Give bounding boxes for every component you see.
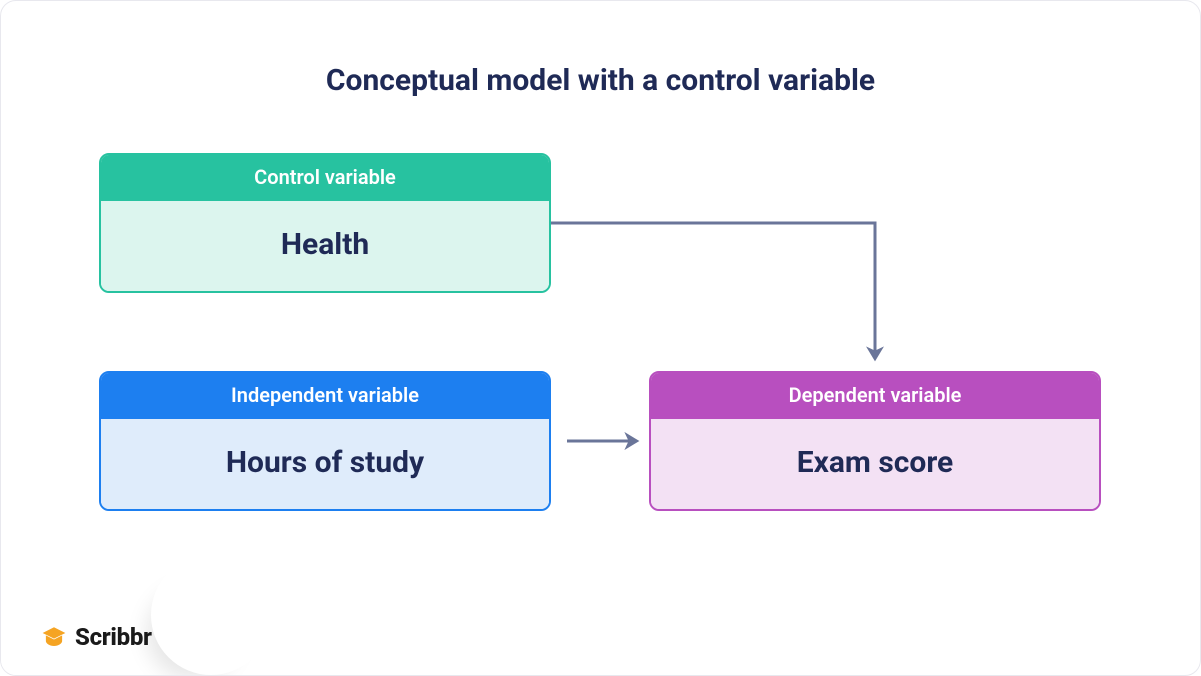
brand-corner: Scribbr: [1, 585, 231, 675]
box-dependent-header: Dependent variable: [651, 373, 1099, 419]
diagram-title: Conceptual model with a control variable: [1, 63, 1200, 98]
box-dependent-body: Exam score: [651, 419, 1099, 510]
box-independent-body: Hours of study: [101, 419, 549, 510]
box-independent-variable: Independent variable Hours of study: [99, 371, 551, 511]
box-control-body: Health: [101, 201, 549, 292]
brand-logo: Scribbr: [41, 623, 152, 651]
brand-name: Scribbr: [75, 623, 152, 651]
graduation-cap-icon: [41, 624, 67, 650]
box-control-header: Control variable: [101, 155, 549, 201]
diagram-canvas: Conceptual model with a control variable…: [0, 0, 1201, 676]
box-independent-header: Independent variable: [101, 373, 549, 419]
box-control-variable: Control variable Health: [99, 153, 551, 293]
connectors-layer: [1, 1, 1201, 676]
arrow-control-to-dependent: [551, 223, 875, 359]
box-dependent-variable: Dependent variable Exam score: [649, 371, 1101, 511]
